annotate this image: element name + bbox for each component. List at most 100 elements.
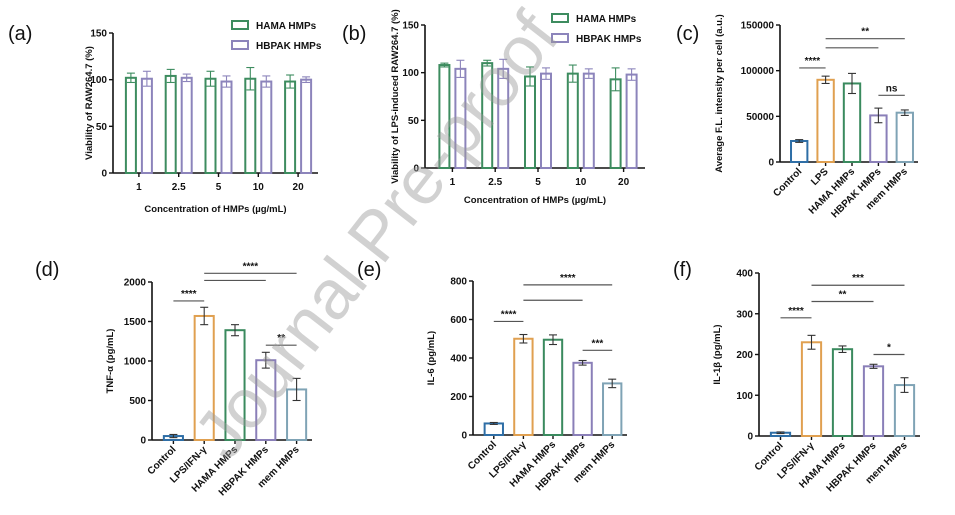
panel-label: (d) — [35, 259, 59, 281]
x-tick-label: 2.5 — [172, 182, 186, 193]
bar — [300, 78, 313, 174]
y-tick-label: 0 — [101, 169, 107, 180]
y-axis-label: Viability of RAW264.7 (%) — [84, 46, 95, 160]
bar — [790, 139, 809, 163]
bar — [284, 80, 297, 174]
y-axis-label: IL-1β (pg/mL) — [712, 324, 723, 384]
bar — [204, 77, 217, 174]
y-tick-label: 800 — [450, 277, 467, 288]
bar — [244, 77, 257, 174]
significance-label: * — [887, 343, 891, 354]
legend-label: HBPAK HMPs — [576, 34, 642, 45]
y-axis-label: Average F.L. intensity per cell (a.u.) — [714, 14, 725, 173]
bar — [483, 422, 504, 437]
legend-swatch — [551, 13, 569, 23]
y-tick-label: 150000 — [741, 21, 775, 32]
y-tick-label: 400 — [736, 269, 753, 280]
y-tick-label: 300 — [736, 309, 753, 320]
x-tick-label: LPS — [809, 166, 831, 188]
y-tick-label: 1000 — [124, 357, 147, 368]
y-tick-label: 500 — [129, 396, 146, 407]
y-tick-label: 100 — [736, 391, 753, 402]
significance-label: ** — [861, 27, 869, 38]
significance-label: **** — [788, 306, 804, 317]
legend-label: HBPAK HMPs — [256, 41, 322, 52]
y-tick-label: 2000 — [124, 278, 147, 289]
panel-a: (a) 0 50 100 150 Viability of RAW264.7 (%) 1 2.… — [8, 20, 322, 215]
y-tick-label: 0 — [413, 164, 419, 175]
bar — [831, 348, 854, 438]
bar — [800, 341, 823, 437]
bar — [895, 111, 914, 163]
bar — [609, 78, 622, 169]
y-tick-label: 100000 — [741, 66, 775, 77]
y-tick-label: 1500 — [124, 317, 147, 328]
x-tick-label: Control — [771, 166, 804, 199]
y-axis-label: Viability of LPS-induced RAW264.7 (%) — [390, 9, 401, 184]
panel-label: (e) — [357, 259, 381, 281]
panel-label: (b) — [342, 23, 366, 45]
bar — [540, 72, 552, 169]
significance-label: **** — [560, 273, 576, 284]
significance-label: ** — [839, 290, 847, 301]
panel-label: (c) — [676, 23, 699, 45]
bar — [816, 78, 835, 163]
legend-swatch — [551, 33, 569, 43]
bar — [164, 74, 177, 174]
y-tick-label: 50 — [408, 116, 420, 127]
y-tick-label: 0 — [140, 436, 146, 447]
x-tick-label: 1 — [450, 177, 456, 188]
significance-label: *** — [592, 338, 604, 349]
y-axis-label: IL-6 (pg/mL) — [426, 331, 437, 385]
bar — [513, 337, 534, 436]
panel-label: (a) — [8, 23, 32, 45]
x-tick-label: 20 — [618, 177, 630, 188]
bar — [124, 76, 137, 174]
bar — [140, 77, 153, 174]
bar — [220, 80, 233, 174]
significance-label: **** — [243, 261, 259, 272]
bar — [625, 73, 638, 169]
x-tick-label: 1 — [136, 182, 142, 193]
bar — [180, 76, 193, 174]
legend-swatch — [231, 40, 249, 50]
bar — [602, 382, 623, 437]
x-tick-label: 10 — [575, 177, 587, 188]
bar — [260, 80, 273, 174]
bar — [542, 338, 564, 436]
y-tick-label: 0 — [461, 431, 467, 442]
significance-label: *** — [852, 273, 864, 284]
y-tick-label: 150 — [402, 21, 419, 32]
panel-label: (f) — [673, 259, 692, 281]
legend-label: HAMA HMPs — [256, 21, 317, 32]
y-tick-label: 200 — [450, 392, 467, 403]
significance-label: **** — [181, 289, 197, 300]
significance-label: ns — [886, 83, 898, 94]
y-tick-label: 100 — [90, 75, 107, 86]
bar — [572, 361, 593, 436]
x-axis-label: Concentration of HMPs (µg/mL) — [464, 195, 606, 206]
panel-c: (c) 0 50000 100000 150000 Average F.L. intens… — [676, 14, 918, 220]
legend-label: HAMA HMPs — [576, 14, 637, 25]
bar — [862, 365, 885, 438]
y-tick-label: 150 — [90, 29, 107, 40]
significance-label: ** — [277, 333, 285, 344]
x-tick-label: 5 — [216, 182, 222, 193]
y-tick-label: 200 — [736, 350, 753, 361]
y-tick-label: 100 — [402, 68, 419, 79]
x-tick-label: 20 — [293, 182, 305, 193]
y-tick-label: 0 — [768, 158, 774, 169]
x-tick-label: 5 — [535, 177, 541, 188]
legend-swatch — [231, 20, 249, 30]
y-tick-label: 50000 — [746, 112, 774, 123]
significance-label: **** — [805, 56, 821, 67]
y-tick-label: 600 — [450, 315, 467, 326]
x-tick-label: 2.5 — [488, 177, 502, 188]
y-tick-label: 50 — [96, 122, 108, 133]
bar — [582, 72, 595, 169]
